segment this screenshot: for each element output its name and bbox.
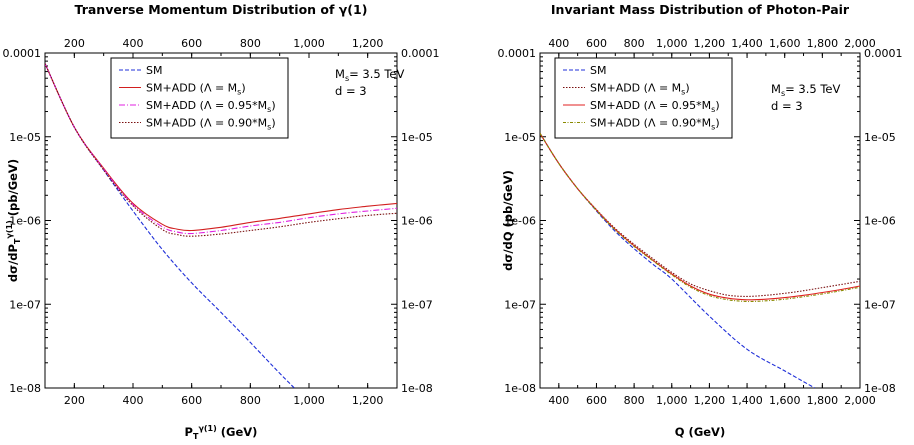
y-tick-label: 1e-07	[9, 298, 41, 311]
x-tick-label-top: 200	[64, 37, 85, 50]
y-tick-label: 0.0001	[498, 47, 537, 60]
x-tick-label-top: 2,000	[844, 37, 876, 50]
annotation-ms: Ms= 3.5 TeV	[335, 67, 404, 83]
x-tick-label: 400	[548, 394, 569, 407]
series-line-4	[45, 63, 397, 237]
legend-box	[554, 57, 733, 139]
x-tick-label-top: 800	[624, 37, 645, 50]
x-tick-label-top: 1,000	[656, 37, 688, 50]
y-tick-label: 0.0001	[3, 47, 42, 60]
y-tick-label: 1e-08	[504, 382, 536, 395]
y-axis-label: dσ/dPTγ(1) (pb/GeV)	[5, 159, 22, 282]
series-line-3	[45, 63, 397, 235]
y-tick-label-right: 1e-05	[864, 131, 896, 144]
legend-entry: SM	[590, 64, 606, 77]
x-tick-label: 600	[586, 394, 607, 407]
x-tick-label: 1,200	[694, 394, 726, 407]
y-tick-label-right: 1e-08	[401, 382, 433, 395]
x-tick-label-top: 1,200	[694, 37, 726, 50]
y-tick-label-right: 0.0001	[401, 47, 440, 60]
y-tick-label-right: 1e-06	[401, 215, 433, 228]
legend-entry: SM+ADD (Λ = Ms)	[590, 82, 690, 97]
y-tick-label-right: 1e-07	[401, 298, 433, 311]
x-tick-label: 1,000	[656, 394, 688, 407]
x-axis-label: Q (GeV)	[675, 425, 725, 439]
x-tick-label-top: 400	[548, 37, 569, 50]
x-tick-label: 2,000	[844, 394, 876, 407]
x-tick-label-top: 1,800	[807, 37, 839, 50]
x-tick-label: 800	[624, 394, 645, 407]
legend-entry: SM+ADD (Λ = Ms)	[146, 82, 246, 97]
x-tick-label: 1,000	[293, 394, 325, 407]
legend-entry: SM+ADD (Λ = 0.90*Ms)	[590, 117, 720, 132]
x-tick-label: 200	[64, 394, 85, 407]
x-tick-label-top: 1,400	[731, 37, 763, 50]
legend-entry: SM	[146, 64, 162, 77]
y-tick-label-right: 1e-07	[864, 298, 896, 311]
x-tick-label-top: 1,000	[293, 37, 325, 50]
y-tick-label-right: 1e-05	[401, 131, 433, 144]
series-line-3	[540, 133, 860, 301]
annotation-d: d = 3	[335, 84, 367, 98]
x-tick-label: 400	[123, 394, 144, 407]
series-group	[540, 133, 860, 388]
x-tick-label: 600	[181, 394, 202, 407]
chart-panel-2: Invariant Mass Distribution of Photon-Pa…	[498, 2, 903, 439]
x-tick-label: 1,600	[769, 394, 801, 407]
y-tick-label-right: 0.0001	[864, 47, 903, 60]
x-tick-label: 1,200	[352, 394, 384, 407]
annotation-ms: Ms= 3.5 TeV	[771, 82, 840, 98]
y-tick-label: 1e-05	[504, 131, 536, 144]
legend: SM SM+ADD (Λ = Ms) SM+ADD (Λ = 0.95*Ms) SM+…	[554, 57, 733, 139]
series-line-4	[540, 133, 860, 303]
x-tick-label-top: 1,200	[352, 37, 384, 50]
x-tick-label-top: 600	[586, 37, 607, 50]
y-tick-label: 1e-05	[9, 131, 41, 144]
chart-panel-1: Tranverse Momentum Distribution of γ(1) 2…	[3, 2, 440, 441]
x-tick-label-top: 600	[181, 37, 202, 50]
legend: SM SM+ADD (Λ = Ms) SM+ADD (Λ = 0.95*Ms) SM+…	[110, 57, 289, 139]
series-group	[45, 63, 397, 388]
legend-entry: SM+ADD (Λ = 0.95*Ms)	[590, 99, 720, 114]
x-tick-label-top: 800	[240, 37, 261, 50]
x-tick-label: 800	[240, 394, 261, 407]
series-line-1	[540, 133, 816, 388]
x-axis-label: PTγ(1) (GeV)	[185, 424, 258, 441]
y-tick-label: 1e-08	[9, 382, 41, 395]
legend-entry: SM+ADD (Λ = 0.95*Ms)	[146, 99, 276, 114]
x-tick-label-top: 400	[123, 37, 144, 50]
y-tick-label: 1e-06	[9, 215, 41, 228]
x-tick-label: 1,800	[807, 394, 839, 407]
chart-title: Tranverse Momentum Distribution of γ(1)	[75, 2, 368, 17]
series-line-2	[45, 63, 397, 232]
x-tick-label-top: 1,600	[769, 37, 801, 50]
y-tick-label-right: 1e-08	[864, 382, 896, 395]
y-axis-label: dσ/dQ (pb/GeV)	[501, 170, 515, 271]
series-line-2	[540, 133, 860, 297]
legend-entry: SM+ADD (Λ = 0.90*Ms)	[146, 117, 276, 132]
x-tick-label: 1,400	[731, 394, 763, 407]
y-tick-label: 1e-06	[504, 215, 536, 228]
y-tick-label-right: 1e-06	[864, 215, 896, 228]
legend-box	[110, 57, 289, 139]
annotation-d: d = 3	[771, 99, 803, 113]
y-tick-label: 1e-07	[504, 298, 536, 311]
chart-title: Invariant Mass Distribution of Photon-Pa…	[551, 2, 850, 17]
